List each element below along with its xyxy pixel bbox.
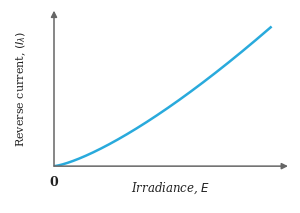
Text: Irradiance, $E$: Irradiance, $E$ bbox=[131, 180, 211, 196]
Text: 0: 0 bbox=[50, 176, 58, 189]
Text: Reverse current, $(I_{\lambda})$: Reverse current, $(I_{\lambda})$ bbox=[14, 30, 28, 147]
